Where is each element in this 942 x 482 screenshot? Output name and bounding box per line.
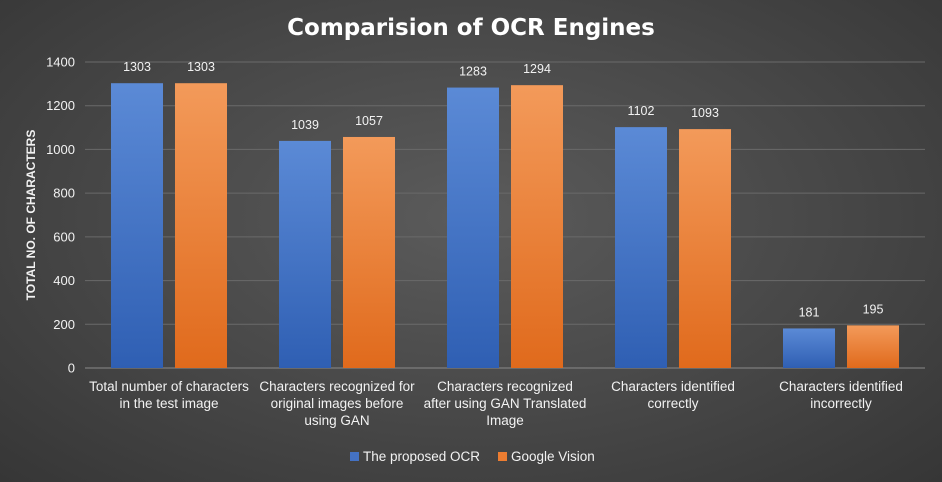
y-tick-label: 800	[53, 186, 75, 201]
data-label: 1303	[187, 60, 215, 74]
y-axis-ticks: 0 200 400 600 800 1000 1200 1400	[46, 55, 75, 376]
category-label: Total number of characters in the test im…	[89, 379, 249, 411]
bar-proposed-ocr	[783, 328, 835, 368]
category-label: Characters identified correctly	[611, 379, 735, 411]
bar-google-vision	[175, 83, 227, 369]
y-tick-label: 1400	[46, 55, 75, 70]
data-label: 1102	[628, 104, 655, 118]
y-tick-label: 600	[53, 229, 75, 244]
data-label: 181	[799, 305, 820, 319]
legend: The proposed OCR Google Vision	[350, 449, 595, 464]
legend-label: Google Vision	[511, 449, 595, 464]
legend-swatch	[350, 452, 359, 461]
bar-google-vision	[847, 325, 899, 368]
data-label: 195	[863, 302, 884, 316]
y-axis-label: TOTAL NO. OF CHARACTERS	[24, 130, 38, 301]
bar-proposed-ocr	[447, 87, 499, 368]
bar-proposed-ocr	[615, 127, 667, 369]
data-label: 1093	[691, 106, 719, 120]
data-label: 1303	[123, 60, 151, 74]
bar-proposed-ocr	[279, 140, 331, 368]
bar-proposed-ocr	[111, 83, 163, 369]
category-label: Characters identified incorrectly	[779, 379, 903, 411]
y-tick-label: 200	[53, 317, 75, 332]
bar-google-vision	[679, 129, 731, 368]
data-label: 1057	[355, 114, 383, 128]
legend-label: The proposed OCR	[363, 449, 480, 464]
y-tick-label: 1000	[46, 142, 75, 157]
y-tick-label: 400	[53, 273, 75, 288]
bar-google-vision	[511, 85, 563, 368]
data-labels: 1303 1303 1039 1057 1283 1294 1102 1093 181 195	[123, 60, 883, 319]
data-label: 1294	[523, 62, 551, 76]
bars	[111, 83, 899, 369]
bar-google-vision	[343, 136, 395, 368]
category-label: Characters recognized for original images…	[259, 379, 415, 428]
category-label: Characters recognized after using GAN Tra…	[424, 379, 587, 428]
y-tick-label: 0	[68, 361, 75, 376]
data-label: 1283	[459, 65, 487, 79]
category-labels: Total number of characters in the test im…	[89, 379, 903, 428]
y-tick-label: 1200	[46, 98, 75, 113]
legend-swatch	[498, 452, 507, 461]
chart-title: Comparision of OCR Engines	[287, 15, 655, 41]
data-label: 1039	[291, 118, 319, 132]
